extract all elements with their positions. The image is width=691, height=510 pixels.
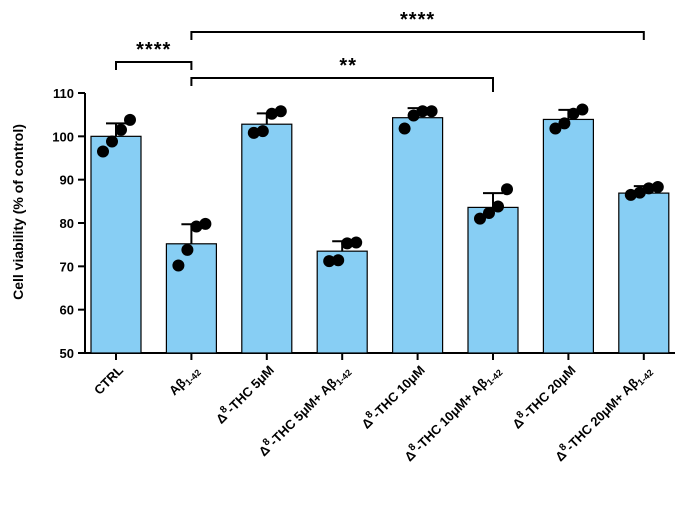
y-tick-label: 110 (53, 86, 74, 101)
data-point (181, 243, 194, 256)
significance-bracket (190, 31, 645, 40)
y-axis-label: Cell viability (% of control) (10, 124, 26, 300)
y-tick-label: 60 (60, 303, 74, 318)
label-main: -THC 20μM+ Aβ (563, 375, 641, 453)
data-point (576, 103, 589, 116)
data-point (124, 113, 136, 126)
data-point (350, 236, 363, 249)
bar (90, 135, 142, 354)
label-main: -THC 5μM+ Aβ (266, 375, 339, 448)
significance-bracket (190, 77, 494, 92)
subscript: 1-42 (636, 367, 656, 387)
data-point (567, 107, 580, 120)
data-point (115, 123, 127, 136)
y-tick-label: 100 (52, 129, 74, 144)
significance-label: ** (339, 55, 357, 77)
data-point (558, 117, 571, 130)
label-main: -THC 5μM (223, 363, 277, 417)
data-point (256, 125, 269, 138)
data-point (492, 200, 504, 213)
data-point (651, 181, 664, 194)
bar (392, 117, 444, 354)
significance-label: **** (400, 9, 435, 31)
label-main: -THC 10μM+ Aβ (412, 375, 490, 453)
y-tick-label: 70 (60, 259, 74, 274)
x-tick-label: Δ8-THC 10μM (357, 361, 428, 432)
data-point (332, 254, 345, 267)
data-point (341, 237, 354, 250)
bar (467, 206, 519, 354)
label-main: CTRL (91, 362, 126, 397)
bar (241, 123, 293, 354)
y-tick-label: 80 (60, 216, 74, 231)
data-point (274, 105, 287, 118)
bar (618, 192, 670, 354)
data-point (398, 122, 411, 135)
data-point (474, 212, 486, 225)
data-point (549, 122, 562, 135)
bars (90, 103, 670, 354)
subscript: 1-42 (183, 367, 203, 387)
data-point (425, 105, 438, 118)
data-point (199, 217, 212, 230)
data-point (247, 126, 260, 139)
significance-bracket (115, 61, 193, 70)
bar (542, 118, 595, 354)
x-tick-label: CTRL (91, 362, 126, 397)
subscript: 1-42 (334, 367, 354, 387)
subscript: 1-42 (485, 367, 505, 387)
data-point (407, 109, 420, 122)
y-tick-label: 50 (60, 346, 74, 361)
data-point (624, 188, 637, 201)
data-point (501, 183, 513, 196)
label-main: -THC 10μM (369, 363, 428, 422)
x-tick-label: Aβ1-42 (166, 363, 203, 400)
data-point (265, 107, 278, 120)
significance-brackets: ********** (115, 9, 645, 92)
data-point (323, 255, 336, 268)
x-tick-label: Δ8-THC 20μM (508, 361, 579, 432)
data-point (483, 207, 495, 220)
bar (316, 250, 368, 354)
data-point (416, 105, 429, 118)
data-point (106, 135, 118, 148)
data-point (172, 259, 185, 272)
data-point (633, 186, 646, 199)
x-tick-label: Δ8-THC 5μM (211, 361, 276, 426)
data-point (97, 145, 109, 158)
bar (165, 243, 217, 354)
data-point (642, 182, 655, 195)
data-point (190, 220, 203, 233)
y-tick-label: 90 (60, 173, 74, 188)
significance-label: **** (136, 39, 171, 61)
label-main: -THC 20μM (520, 363, 579, 422)
